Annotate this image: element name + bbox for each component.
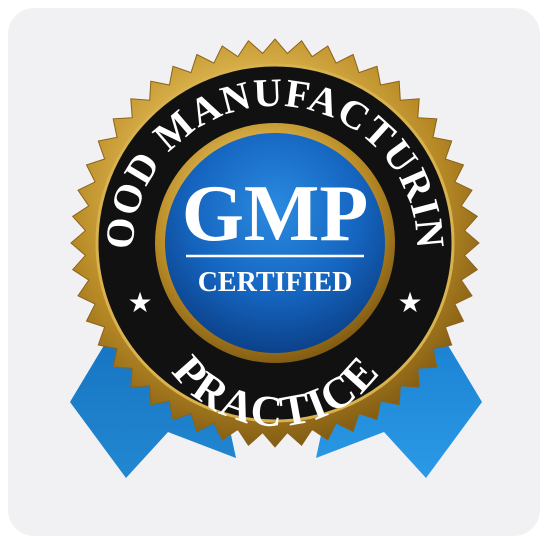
ring-outer-trim [95, 63, 455, 423]
star-icon-left: ★ [127, 288, 152, 319]
star-icon-right: ★ [397, 288, 422, 319]
acronym-text: GMP [182, 170, 369, 258]
certified-text: CERTIFIED [198, 267, 353, 298]
blue-center-disc [165, 133, 385, 353]
